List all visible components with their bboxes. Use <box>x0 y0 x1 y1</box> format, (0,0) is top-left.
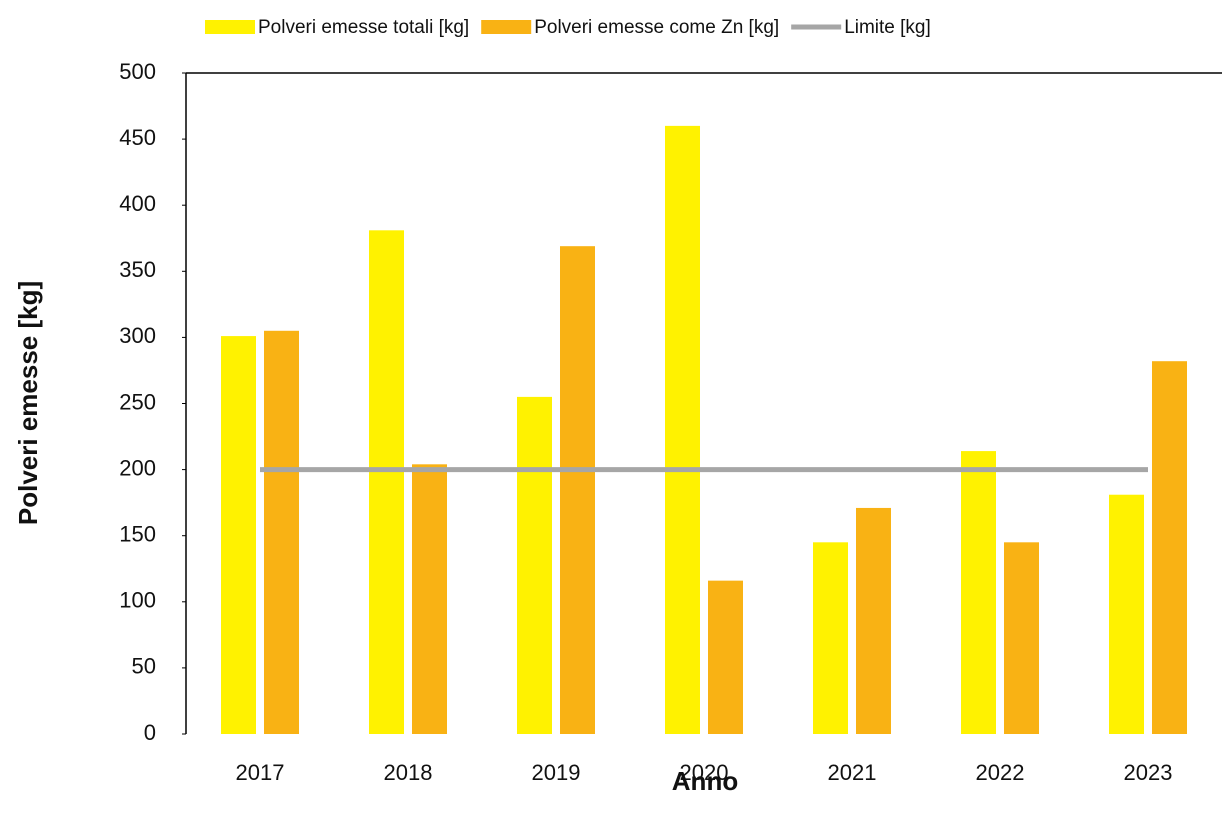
x-axis-title: Anno <box>672 766 738 796</box>
x-tick-label: 2023 <box>1124 760 1173 785</box>
y-tick-label: 50 <box>132 654 156 679</box>
x-tick-label: 2022 <box>976 760 1025 785</box>
legend-swatch <box>205 20 255 34</box>
bar <box>369 230 404 734</box>
y-tick-label: 400 <box>119 191 156 216</box>
y-tick-label: 500 <box>119 59 156 84</box>
x-tick-label: 2021 <box>828 760 877 785</box>
x-tick-label: 2017 <box>236 760 285 785</box>
y-tick-label: 100 <box>119 588 156 613</box>
y-axis-title: Polveri emesse [kg] <box>13 281 43 525</box>
y-tick-label: 0 <box>144 720 156 745</box>
y-tick-label: 200 <box>119 455 156 480</box>
bar <box>961 451 996 734</box>
y-tick-label: 250 <box>119 389 156 414</box>
bar <box>221 336 256 734</box>
legend-label: Limite [kg] <box>844 17 931 38</box>
bar <box>665 125 700 734</box>
legend-label: Polveri emesse come Zn [kg] <box>534 17 779 38</box>
legend-label: Polveri emesse totali [kg] <box>258 17 469 38</box>
x-tick-label: 2019 <box>532 760 581 785</box>
bar <box>560 246 595 734</box>
bar <box>1004 542 1039 734</box>
y-tick-label: 450 <box>119 125 156 150</box>
legend-swatch <box>481 20 532 34</box>
y-tick-label: 300 <box>119 323 156 348</box>
bar <box>1152 361 1187 734</box>
x-tick-label: 2020 <box>680 760 729 785</box>
bar <box>856 507 891 734</box>
bar <box>813 542 848 734</box>
bar <box>517 396 552 734</box>
bar <box>412 464 447 734</box>
bar <box>1109 494 1144 734</box>
y-tick-label: 150 <box>119 522 156 547</box>
bar <box>264 330 299 734</box>
x-tick-label: 2018 <box>384 760 433 785</box>
bar <box>708 580 743 734</box>
y-tick-label: 350 <box>119 257 156 282</box>
